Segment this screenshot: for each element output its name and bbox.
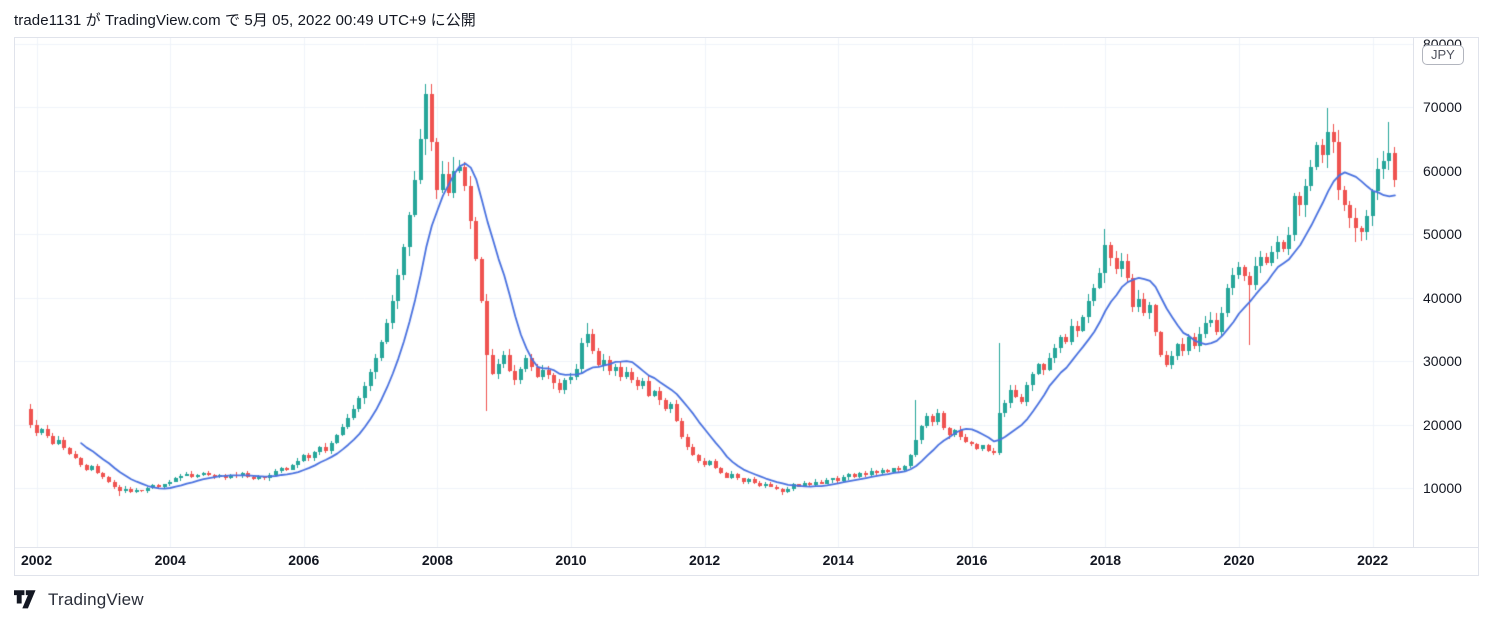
price-tick-label: 70000 <box>1423 99 1462 115</box>
price-tick-label: 50000 <box>1423 226 1462 242</box>
time-tick-label: 2006 <box>288 552 320 568</box>
price-axis[interactable]: JPY 80000 70000 60000 50000 40000 30000 20000 1… <box>1413 36 1478 547</box>
price-tick-label: 60000 <box>1423 162 1462 179</box>
time-tick-label: 2002 <box>20 552 53 568</box>
currency-badge[interactable]: JPY <box>1422 45 1464 65</box>
price-tick-label: 20000 <box>1423 416 1462 433</box>
time-tick-label: 2022 <box>1357 552 1389 568</box>
chart-frame: JPY 80000 70000 60000 50000 40000 30000 20000 1… <box>14 36 1479 576</box>
price-tick-label: 10000 <box>1423 480 1462 496</box>
time-tick-label: 2014 <box>822 552 854 568</box>
publish-info: trade1131 が TradingView.com で 5月 05, 202… <box>14 12 476 29</box>
time-tick-label: 2004 <box>154 552 186 568</box>
time-axis[interactable]: 2002 2004 2006 2008 2010 2012 2014 2016 2018 2020… <box>15 547 1478 575</box>
time-tick-label: 2010 <box>555 552 587 568</box>
plot-area[interactable] <box>15 38 1413 547</box>
tradingview-logo[interactable]: TradingView <box>14 590 144 610</box>
tradingview-mark-icon <box>14 590 36 609</box>
time-tick-label: 2016 <box>956 552 988 568</box>
price-tick-label: 40000 <box>1423 289 1462 306</box>
time-tick-label: 2012 <box>689 552 721 568</box>
tradingview-wordmark: TradingView <box>48 590 144 609</box>
time-tick-label: 2008 <box>421 552 453 568</box>
price-tick-label: 30000 <box>1423 353 1462 369</box>
time-tick-label: 2018 <box>1089 552 1121 568</box>
price-chart-canvas[interactable] <box>15 38 1413 547</box>
time-tick-label: 2020 <box>1223 552 1255 568</box>
